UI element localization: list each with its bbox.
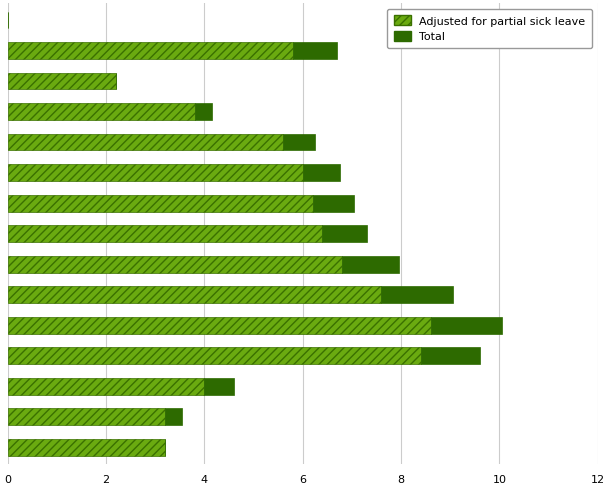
- Bar: [8, 43, 293, 60]
- Bar: [8, 104, 194, 121]
- Bar: [165, 408, 182, 426]
- Bar: [322, 226, 367, 243]
- Bar: [421, 347, 480, 365]
- Bar: [312, 195, 354, 212]
- Bar: [205, 378, 234, 395]
- Bar: [381, 287, 452, 304]
- Bar: [8, 439, 165, 456]
- Bar: [8, 74, 116, 90]
- Bar: [283, 134, 315, 151]
- Bar: [8, 134, 283, 151]
- Bar: [8, 347, 421, 365]
- Legend: Adjusted for partial sick leave, Total: Adjusted for partial sick leave, Total: [387, 10, 592, 49]
- Bar: [8, 287, 381, 304]
- Bar: [194, 104, 212, 121]
- Bar: [8, 195, 312, 212]
- Bar: [8, 378, 205, 395]
- Bar: [8, 165, 303, 182]
- Bar: [8, 408, 165, 426]
- Bar: [8, 256, 342, 273]
- Bar: [8, 317, 431, 334]
- Bar: [293, 43, 337, 60]
- Bar: [342, 256, 399, 273]
- Bar: [303, 165, 340, 182]
- Bar: [431, 317, 502, 334]
- Bar: [8, 226, 322, 243]
